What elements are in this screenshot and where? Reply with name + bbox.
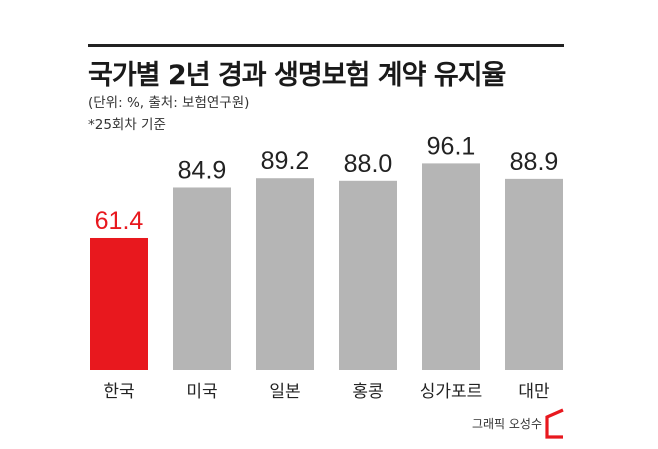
bar-한국 bbox=[90, 237, 148, 370]
value-label-미국: 84.9 bbox=[178, 156, 227, 184]
category-label-싱가포르: 싱가포르 bbox=[420, 382, 483, 402]
bar-홍콩 bbox=[339, 180, 397, 370]
value-label-한국: 61.4 bbox=[95, 207, 144, 235]
value-label-싱가포르: 96.1 bbox=[427, 132, 476, 160]
value-label-대만: 88.9 bbox=[510, 148, 559, 176]
category-label-일본: 일본 bbox=[269, 382, 300, 402]
bar-일본 bbox=[256, 178, 314, 370]
graphic-credit: 그래픽 오성수 bbox=[471, 417, 542, 431]
bracket-logo-icon bbox=[545, 408, 564, 439]
bar-대만 bbox=[505, 178, 563, 370]
bar-미국 bbox=[173, 187, 231, 370]
value-label-일본: 89.2 bbox=[261, 147, 310, 175]
chart-title: 국가별 2년 경과 생명보험 계약 유지율 bbox=[88, 60, 506, 91]
category-label-한국: 한국 bbox=[103, 382, 134, 402]
chart-subtitle: (단위: %, 출처: 보험연구원) bbox=[88, 95, 250, 111]
bar-싱가포르 bbox=[422, 163, 480, 370]
category-label-대만: 대만 bbox=[518, 382, 550, 402]
title-rule bbox=[88, 44, 564, 47]
value-label-홍콩: 88.0 bbox=[344, 150, 393, 178]
chart-note: *25회차 기준 bbox=[88, 117, 166, 133]
category-label-미국: 미국 bbox=[186, 382, 217, 402]
category-label-홍콩: 홍콩 bbox=[352, 382, 383, 402]
